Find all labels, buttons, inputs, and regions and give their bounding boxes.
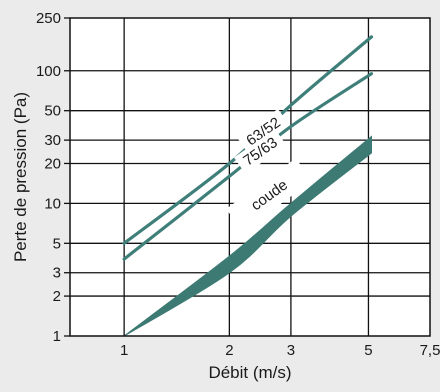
y-tick-label: 20 [44,155,61,172]
y-tick-label: 3 [53,265,61,282]
y-tick-label: 30 [44,132,61,149]
series-band-coude [123,135,372,337]
plot-border [69,17,431,337]
y-tick-label: 10 [44,195,61,212]
y-tick-label: 250 [36,10,61,27]
y-tick-label: 5 [53,235,61,252]
y-tick-label: 1 [53,328,61,345]
curve-label-bg [236,108,290,154]
y-tick-label: 50 [44,103,61,120]
x-tick-label: 5 [364,342,372,359]
x-axis-title: Débit (m/s) [208,363,291,382]
x-tick-label: 2 [225,342,233,359]
curve-label-bg [233,128,287,174]
tick-labels: 1 2 3 5 7,5 1 2 3 5 10 20 30 50 100 250 [36,10,440,359]
x-tick-label: 1 [120,342,128,359]
y-axis-title: Perte de pression (Pa) [11,92,30,262]
y-tick-label: 100 [36,63,61,80]
y-tick-label: 2 [53,288,61,305]
x-tick-label: 7,5 [420,342,440,359]
curve-label-bg [226,158,313,232]
x-tick-label: 3 [287,342,295,359]
